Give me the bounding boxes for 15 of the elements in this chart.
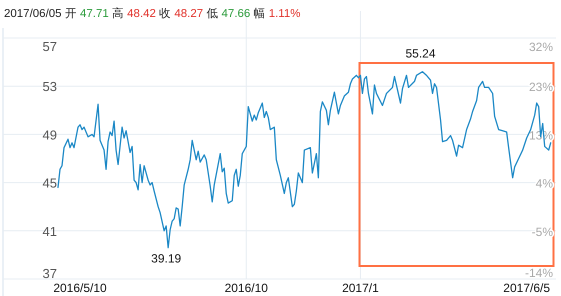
y-tick-label: 45 xyxy=(42,176,57,191)
y-tick-label: 49 xyxy=(42,127,57,142)
y-tick-label: 53 xyxy=(42,79,57,94)
y2-tick-label: 32% xyxy=(528,40,554,54)
annotation: 39.19 xyxy=(151,252,182,266)
x-tick-label: 2016/5/10 xyxy=(53,281,108,295)
x-tick-label: 2016/10 xyxy=(224,281,268,295)
y2-tick-label: -14% xyxy=(524,266,554,280)
y-tick-label: 37 xyxy=(42,266,57,281)
x-tick-label: 2017/6/5 xyxy=(503,281,550,295)
annotation: 55.24 xyxy=(406,46,436,61)
y-tick-label: 57 xyxy=(42,39,57,54)
y-tick-label: 41 xyxy=(42,224,57,239)
x-tick-label: 2017/1 xyxy=(342,281,380,295)
header: 2017/06/05 开 47.71 高 48.42 收 48.27 低 47.66 幅 1.11% xyxy=(4,8,300,20)
